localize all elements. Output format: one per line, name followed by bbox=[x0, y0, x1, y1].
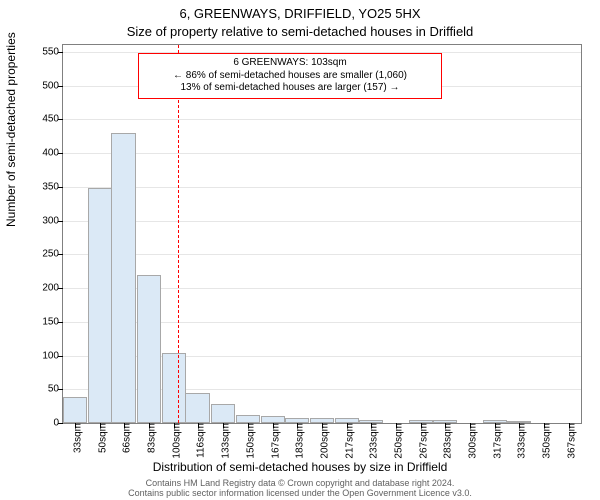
x-tick-label: 283sqm bbox=[436, 423, 453, 459]
x-tick-label: 100sqm bbox=[166, 423, 183, 459]
y-tick-label: 50 bbox=[48, 384, 63, 395]
annotation-box: 6 GREENWAYS: 103sqm← 86% of semi-detache… bbox=[138, 53, 442, 99]
x-tick-label: 50sqm bbox=[92, 423, 109, 453]
x-tick-label: 66sqm bbox=[115, 423, 132, 453]
x-tick-label: 233sqm bbox=[362, 423, 379, 459]
y-gridline bbox=[63, 187, 581, 188]
x-tick-label: 116sqm bbox=[189, 423, 206, 458]
y-tick-label: 200 bbox=[42, 283, 63, 294]
x-tick-label: 167sqm bbox=[265, 423, 282, 459]
reference-line bbox=[178, 45, 179, 423]
y-tick-label: 550 bbox=[42, 46, 63, 57]
histogram-bar bbox=[111, 133, 136, 423]
x-tick-label: 133sqm bbox=[214, 423, 231, 459]
y-gridline bbox=[63, 221, 581, 222]
x-tick-label: 250sqm bbox=[388, 423, 405, 459]
x-tick-label: 350sqm bbox=[536, 423, 553, 459]
x-tick-label: 183sqm bbox=[288, 423, 305, 459]
histogram-bar bbox=[261, 416, 286, 423]
x-axis-label: Distribution of semi-detached houses by … bbox=[0, 460, 600, 474]
x-tick-label: 217sqm bbox=[339, 423, 356, 459]
x-tick-label: 367sqm bbox=[561, 423, 578, 459]
y-tick-label: 100 bbox=[42, 350, 63, 361]
annotation-line: 13% of semi-detached houses are larger (… bbox=[145, 82, 435, 95]
y-gridline bbox=[63, 254, 581, 255]
histogram-bar bbox=[88, 188, 113, 423]
y-tick-label: 500 bbox=[42, 80, 63, 91]
histogram-bar bbox=[137, 275, 162, 424]
x-tick-label: 33sqm bbox=[66, 423, 83, 453]
x-tick-label: 333sqm bbox=[510, 423, 527, 459]
histogram-bar bbox=[211, 404, 236, 423]
y-tick-label: 350 bbox=[42, 181, 63, 192]
x-tick-label: 200sqm bbox=[314, 423, 331, 459]
y-axis-label: Number of semi-detached properties bbox=[4, 32, 18, 227]
histogram-bar bbox=[236, 415, 261, 423]
x-tick-label: 317sqm bbox=[487, 423, 504, 459]
x-tick-label: 83sqm bbox=[140, 423, 157, 453]
y-tick-label: 250 bbox=[42, 249, 63, 260]
histogram-bar bbox=[162, 353, 187, 423]
x-tick-label: 267sqm bbox=[413, 423, 430, 459]
histogram-bar bbox=[63, 397, 88, 423]
footer-line2: Contains public sector information licen… bbox=[128, 488, 472, 498]
y-tick-label: 400 bbox=[42, 148, 63, 159]
y-gridline bbox=[63, 119, 581, 120]
y-gridline bbox=[63, 153, 581, 154]
chart-footer: Contains HM Land Registry data © Crown c… bbox=[0, 478, 600, 498]
y-tick-label: 150 bbox=[42, 316, 63, 327]
histogram-bar bbox=[185, 393, 210, 423]
x-tick-label: 300sqm bbox=[462, 423, 479, 459]
annotation-line: ← 86% of semi-detached houses are smalle… bbox=[145, 70, 435, 83]
y-tick-label: 450 bbox=[42, 114, 63, 125]
footer-line1: Contains HM Land Registry data © Crown c… bbox=[146, 478, 455, 488]
annotation-line: 6 GREENWAYS: 103sqm bbox=[145, 57, 435, 70]
chart-title-line2: Size of property relative to semi-detach… bbox=[0, 24, 600, 39]
plot-area: 05010015020025030035040045050055033sqm50… bbox=[62, 44, 582, 424]
chart-title-line1: 6, GREENWAYS, DRIFFIELD, YO25 5HX bbox=[0, 6, 600, 21]
y-tick-label: 300 bbox=[42, 215, 63, 226]
x-tick-label: 150sqm bbox=[240, 423, 257, 459]
